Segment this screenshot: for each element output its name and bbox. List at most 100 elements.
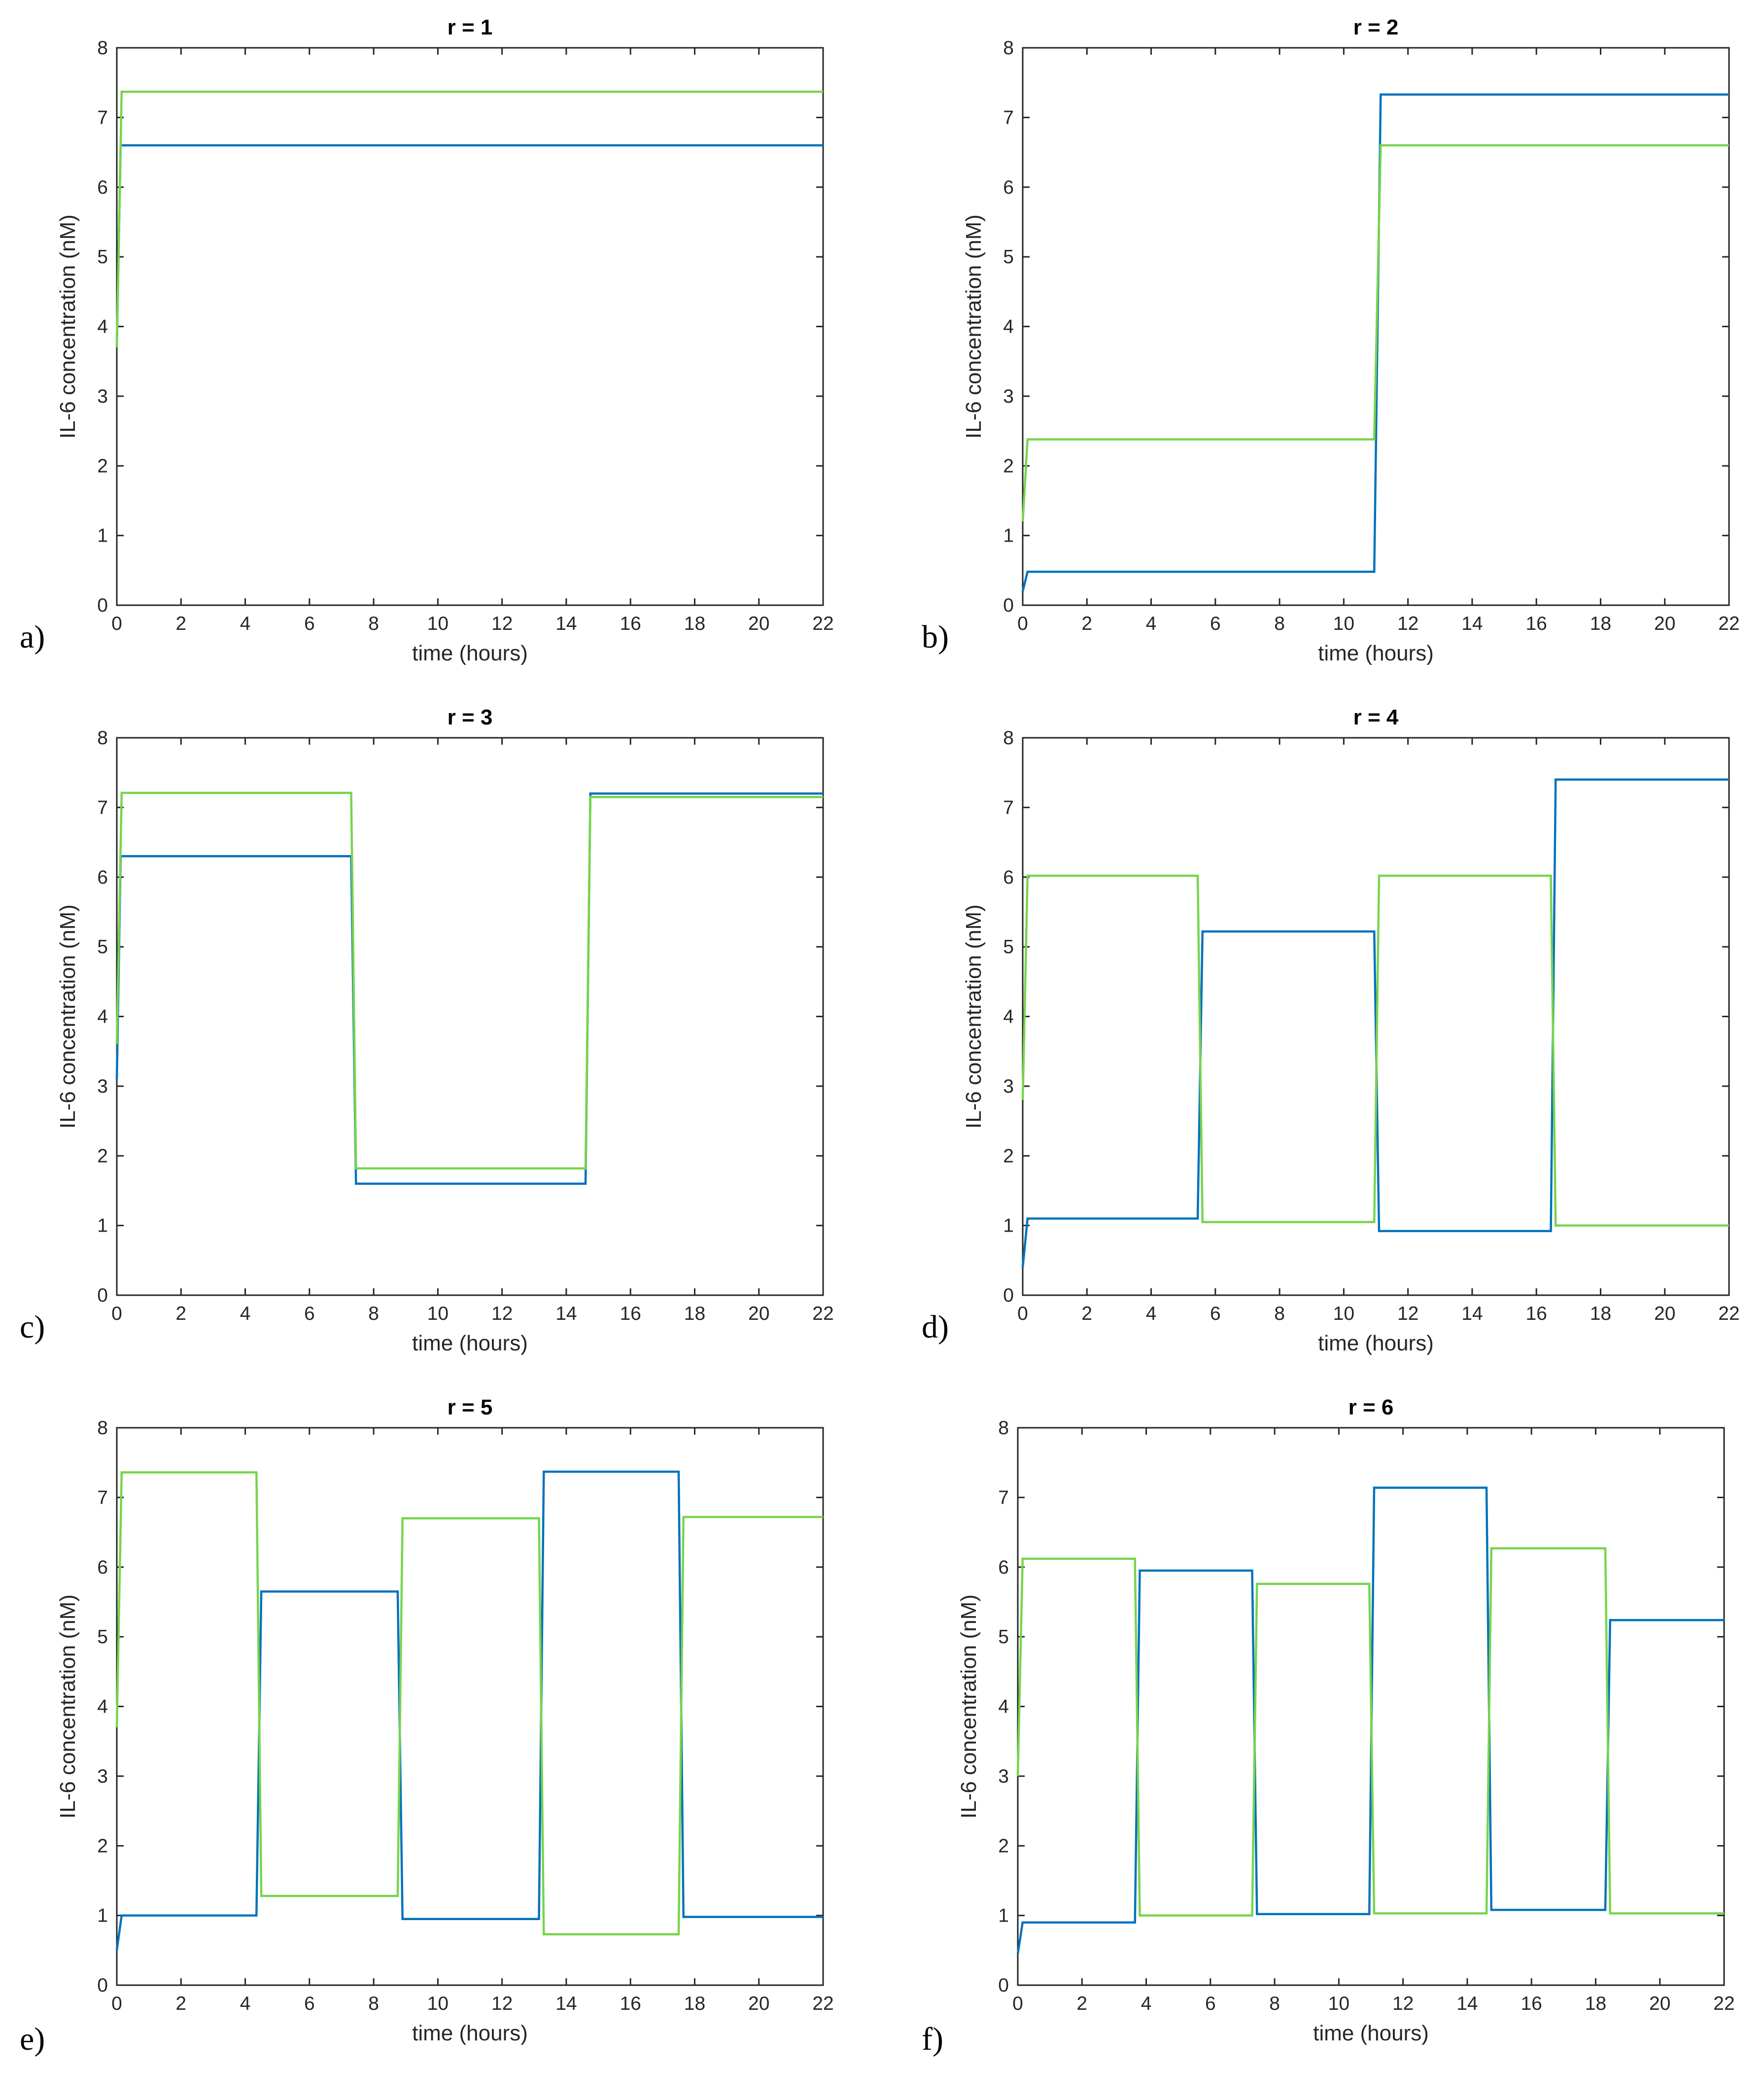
x-tick-label: 2	[175, 1303, 186, 1324]
y-tick-label: 1	[97, 1905, 108, 1927]
panel-label-d: d)	[922, 1309, 949, 1345]
y-tick-label: 6	[97, 867, 108, 888]
y-tick-label: 2	[1003, 455, 1014, 477]
y-tick-label: 1	[998, 1905, 1009, 1927]
series-line-blue-e	[115, 1470, 823, 1951]
panel-label-b: b)	[922, 619, 949, 655]
y-tick-label: 2	[998, 1835, 1009, 1857]
series-line-green-b	[1021, 144, 1729, 522]
y-tick-label: 2	[1003, 1145, 1014, 1167]
y-tick-label: 6	[1003, 177, 1014, 198]
chart-panel-b: 0 2 4 6 8 10 12 14 16 18 20 22 0 1 2 3 4 5 6 7 8 r = 2 time (h…	[882, 0, 1764, 690]
y-tick-label: 7	[97, 1487, 108, 1508]
y-tick-label: 0	[97, 595, 108, 616]
x-tick-label: 6	[1205, 1993, 1216, 2014]
series-line-green-c	[115, 792, 823, 1170]
chart-title-a: r = 1	[448, 15, 493, 39]
x-tick-label: 10	[1328, 1993, 1349, 2014]
y-axis-label-f: IL-6 concentration (nM)	[957, 1594, 981, 1819]
panel-label-c: c)	[20, 1309, 45, 1345]
x-tick-label: 14	[555, 1303, 577, 1324]
x-tick-label: 4	[240, 613, 251, 634]
x-tick-label: 20	[748, 1993, 769, 2014]
y-tick-label: 5	[1003, 246, 1014, 268]
x-tick-label: 0	[111, 1303, 122, 1324]
y-tick-label: 2	[97, 455, 108, 477]
x-axis-label-f: time (hours)	[1313, 2021, 1429, 2045]
y-tick-label: 4	[1003, 316, 1014, 338]
series-line-blue-d	[1021, 778, 1729, 1268]
x-tick-label: 8	[1269, 1993, 1280, 2014]
y-tick-label: 3	[97, 1076, 108, 1097]
series-line-blue-b	[1021, 93, 1729, 592]
x-tick-label: 8	[1274, 613, 1285, 634]
x-tick-label: 4	[1146, 613, 1157, 634]
x-tick-label: 22	[812, 613, 833, 634]
y-axis-label-c: IL-6 concentration (nM)	[56, 904, 80, 1129]
x-tick-label: 6	[304, 1993, 315, 2014]
x-tick-label: 10	[1333, 1303, 1354, 1324]
x-tick-label: 0	[1017, 613, 1028, 634]
y-tick-label: 3	[1003, 386, 1014, 407]
x-axis-label-a: time (hours)	[412, 641, 528, 665]
y-tick-label: 6	[97, 177, 108, 198]
y-tick-label: 8	[97, 727, 108, 749]
x-tick-label: 2	[1076, 1993, 1087, 2014]
x-axis-label-d: time (hours)	[1318, 1331, 1434, 1355]
y-tick-label: 5	[1003, 936, 1014, 958]
x-tick-label: 6	[1210, 1303, 1221, 1324]
x-tick-label: 14	[1461, 1303, 1483, 1324]
x-tick-label: 20	[748, 613, 769, 634]
y-axis-label-b: IL-6 concentration (nM)	[962, 214, 986, 439]
x-tick-label: 4	[240, 1993, 251, 2014]
x-tick-label: 20	[1649, 1993, 1670, 2014]
y-tick-label: 6	[1003, 867, 1014, 888]
x-tick-label: 0	[111, 613, 122, 634]
y-tick-label: 8	[1003, 37, 1014, 59]
y-tick-label: 3	[1003, 1076, 1014, 1097]
y-tick-label: 8	[998, 1417, 1009, 1439]
chart-title-e: r = 5	[448, 1395, 493, 1419]
x-tick-label: 18	[684, 613, 705, 634]
x-tick-label: 8	[368, 1993, 379, 2014]
y-tick-label: 0	[97, 1285, 108, 1306]
x-tick-label: 16	[620, 613, 641, 634]
y-tick-label: 0	[998, 1975, 1009, 1996]
x-tick-label: 12	[491, 1993, 513, 2014]
x-tick-label: 20	[748, 1303, 769, 1324]
y-axis-label-d: IL-6 concentration (nM)	[962, 904, 986, 1129]
x-tick-label: 2	[1081, 1303, 1092, 1324]
y-tick-label: 4	[1003, 1006, 1014, 1028]
y-tick-label: 3	[97, 386, 108, 407]
y-tick-label: 4	[998, 1696, 1009, 1718]
x-tick-label: 6	[304, 1303, 315, 1324]
x-tick-label: 18	[1585, 1993, 1606, 2014]
y-tick-label: 5	[998, 1626, 1009, 1648]
x-tick-label: 20	[1654, 1303, 1675, 1324]
series-line-green-f	[1016, 1547, 1724, 1917]
y-tick-label: 1	[97, 525, 108, 547]
x-tick-label: 12	[1392, 1993, 1414, 2014]
x-tick-label: 4	[1146, 1303, 1157, 1324]
y-tick-label: 0	[97, 1975, 108, 1996]
x-tick-label: 18	[684, 1303, 705, 1324]
y-tick-label: 8	[97, 1417, 108, 1439]
x-tick-label: 10	[427, 1303, 449, 1324]
x-tick-label: 14	[1456, 1993, 1478, 2014]
x-axis-label-b: time (hours)	[1318, 641, 1434, 665]
y-tick-label: 7	[97, 797, 108, 818]
x-tick-label: 16	[1525, 1303, 1547, 1324]
y-tick-label: 4	[97, 1696, 108, 1718]
x-tick-label: 14	[1461, 613, 1483, 634]
x-tick-label: 2	[1081, 613, 1092, 634]
y-tick-label: 2	[97, 1835, 108, 1857]
y-tick-label: 8	[97, 37, 108, 59]
chart-title-c: r = 3	[448, 705, 493, 729]
x-axis-label-c: time (hours)	[412, 1331, 528, 1355]
x-tick-label: 2	[175, 613, 186, 634]
x-tick-label: 10	[427, 613, 449, 634]
x-tick-label: 4	[240, 1303, 251, 1324]
x-tick-label: 0	[1012, 1993, 1023, 2014]
